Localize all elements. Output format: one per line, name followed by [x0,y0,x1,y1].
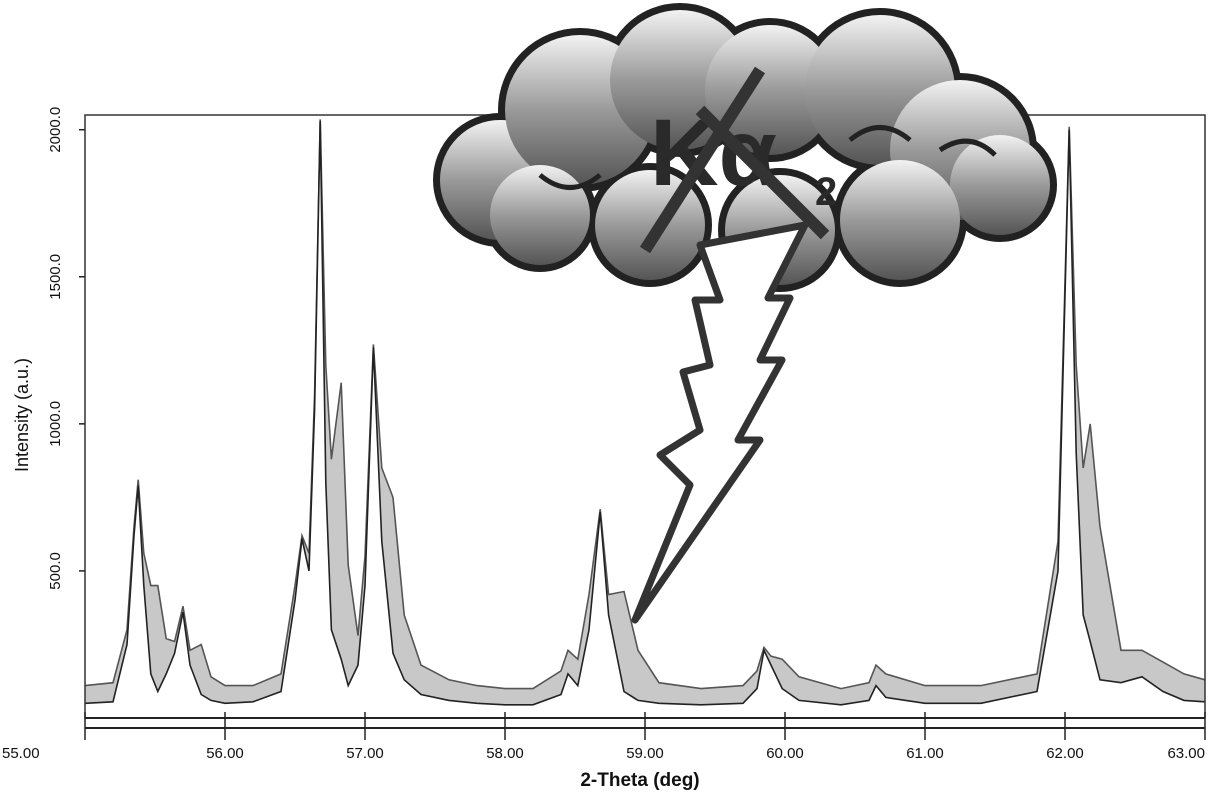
cloud [433,3,1057,292]
y-tick-label: 1500.0 [47,254,64,300]
strike-line [639,66,766,254]
annotation-subscript: 2 [815,170,837,214]
y-tick-label: 500.0 [47,552,64,590]
x-axis-label: 2-Theta (deg) [580,770,699,791]
strike-line [695,105,830,240]
y-tick-label: 1000.0 [47,401,64,447]
x-tick-label: 58.00 [486,745,524,762]
x-tick-label: 56.00 [206,745,244,762]
x-tick-label: 60.00 [766,745,804,762]
area [85,120,1205,718]
x-tick-label: 61.00 [906,745,944,762]
x-tick-label: 63.00 [1167,745,1205,762]
x-tick-label: 59.00 [626,745,664,762]
y-axis-label: Intensity (a.u.) [12,358,32,472]
x-tick-label: 55.00 [2,745,40,762]
x-tick-label: 62.00 [1046,745,1084,762]
plot-area: 500.0 1000.0 1500.0 2000.0 55.00 56.00 57.00 58… [2,107,1206,762]
y-tick-label: 2000.0 [47,107,64,153]
line [84,119,1206,690]
lightning-bolt [631,221,809,624]
x-tick-label: 57.00 [346,745,384,762]
line [84,120,1206,706]
